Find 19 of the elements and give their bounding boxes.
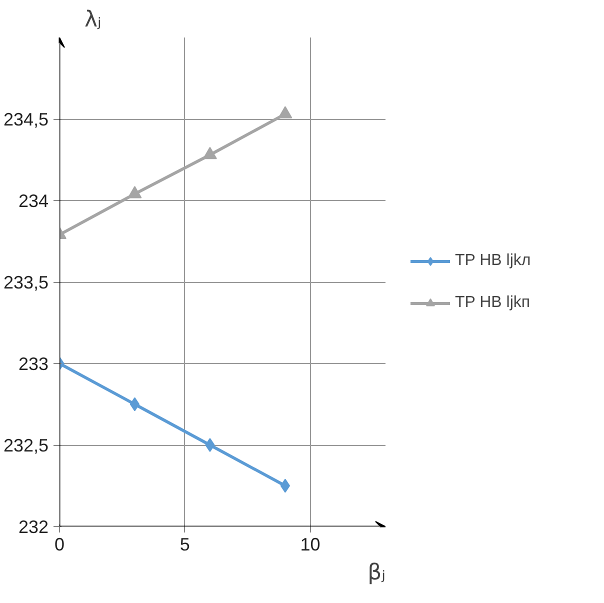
x-tick-label: 10 [300,534,320,554]
y-axis-title: λⱼ [84,8,102,32]
legend-label: TP HB ljkл [455,252,531,270]
point [128,186,142,198]
x-axis-title: βⱼ [368,560,386,586]
point [202,146,217,160]
x-tick-label: 0 [54,534,65,554]
y-tick-label: 232,5 [3,436,49,456]
y-tick-label: 233 [18,354,49,374]
point [205,438,215,452]
y-tick-label: 232 [18,517,49,537]
legend-label: TP HB ljkп [455,294,530,312]
point [278,106,292,118]
point [280,478,290,493]
y-tick-label: 234 [18,191,49,211]
y-tick-label: 233,5 [3,272,49,292]
point [130,397,140,412]
x-tick-label: 5 [180,534,190,554]
y-tick-label: 234,5 [3,110,49,130]
